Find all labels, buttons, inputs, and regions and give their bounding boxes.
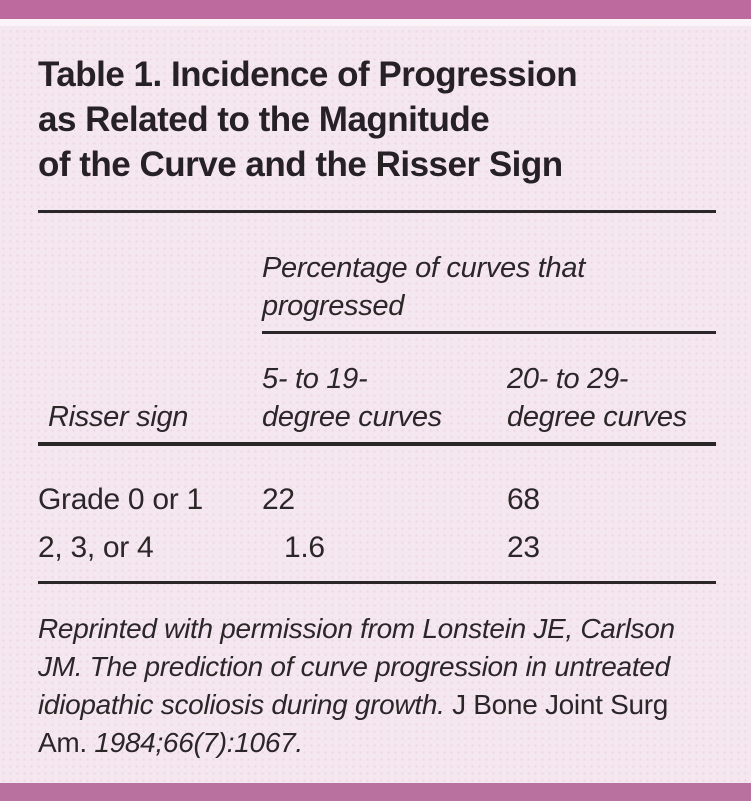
column-header-20-29-line-1: 20- to 29- bbox=[507, 363, 629, 395]
spanning-header-line-2: progressed bbox=[262, 290, 405, 322]
footnote-journal-name: J Bone Joint Surg Am. bbox=[38, 689, 669, 758]
table-row: Grade 0 or 1 22 68 bbox=[38, 476, 716, 524]
top-light-strip bbox=[0, 19, 751, 26]
cell-risser-grade: Grade 0 or 1 bbox=[38, 483, 203, 516]
cell-risser-grade: 2, 3, or 4 bbox=[38, 531, 154, 564]
top-accent-bar bbox=[0, 0, 751, 19]
column-header-20-29: 20- to 29- degree curves bbox=[507, 360, 716, 436]
table-title-line-1: Table 1. Incidence of Progression bbox=[38, 55, 578, 94]
table-body: Grade 0 or 1 22 68 2, 3, or 4 1.6 23 bbox=[38, 476, 716, 572]
spanning-header-row: Percentage of curves that progressed bbox=[38, 249, 716, 334]
column-header-5-19: 5- to 19- degree curves bbox=[262, 360, 507, 436]
cell-20-29-value: 68 bbox=[507, 483, 540, 516]
rule-under-column-headers bbox=[38, 442, 716, 446]
cell-5-19-value: 1.6 bbox=[284, 531, 325, 564]
table-title: Table 1. Incidence of Progression as Rel… bbox=[38, 52, 716, 187]
column-header-5-19-line-2: degree curves bbox=[262, 401, 442, 433]
footnote-reprint-text: Reprinted with permission from Lonstein … bbox=[38, 613, 675, 720]
table-title-line-2: as Related to the Magnitude bbox=[38, 100, 490, 139]
cell-5-19-value: 22 bbox=[262, 483, 295, 516]
table-row: 2, 3, or 4 1.6 23 bbox=[38, 524, 716, 572]
table-title-line-3: of the Curve and the Risser Sign bbox=[38, 145, 563, 184]
table-content: Table 1. Incidence of Progression as Rel… bbox=[0, 26, 751, 762]
footnote-citation-numbers: 1984;66(7):1067. bbox=[94, 727, 303, 758]
column-header-risser: Risser sign bbox=[48, 401, 189, 433]
rule-under-title bbox=[38, 210, 716, 213]
column-header-5-19-line-1: 5- to 19- bbox=[262, 363, 368, 395]
column-header-20-29-line-2: degree curves bbox=[507, 401, 687, 433]
bottom-accent-bar bbox=[0, 783, 751, 801]
spanning-header-cell: Percentage of curves that progressed bbox=[262, 249, 716, 334]
spanning-header-line-1: Percentage of curves that bbox=[262, 252, 585, 284]
spanning-header-spacer bbox=[38, 249, 262, 334]
column-header-row: Risser sign 5- to 19- degree curves 20- … bbox=[38, 334, 716, 436]
source-footnote: Reprinted with permission from Lonstein … bbox=[38, 610, 716, 762]
cell-20-29-value: 23 bbox=[507, 531, 540, 564]
rule-under-table bbox=[38, 581, 716, 584]
